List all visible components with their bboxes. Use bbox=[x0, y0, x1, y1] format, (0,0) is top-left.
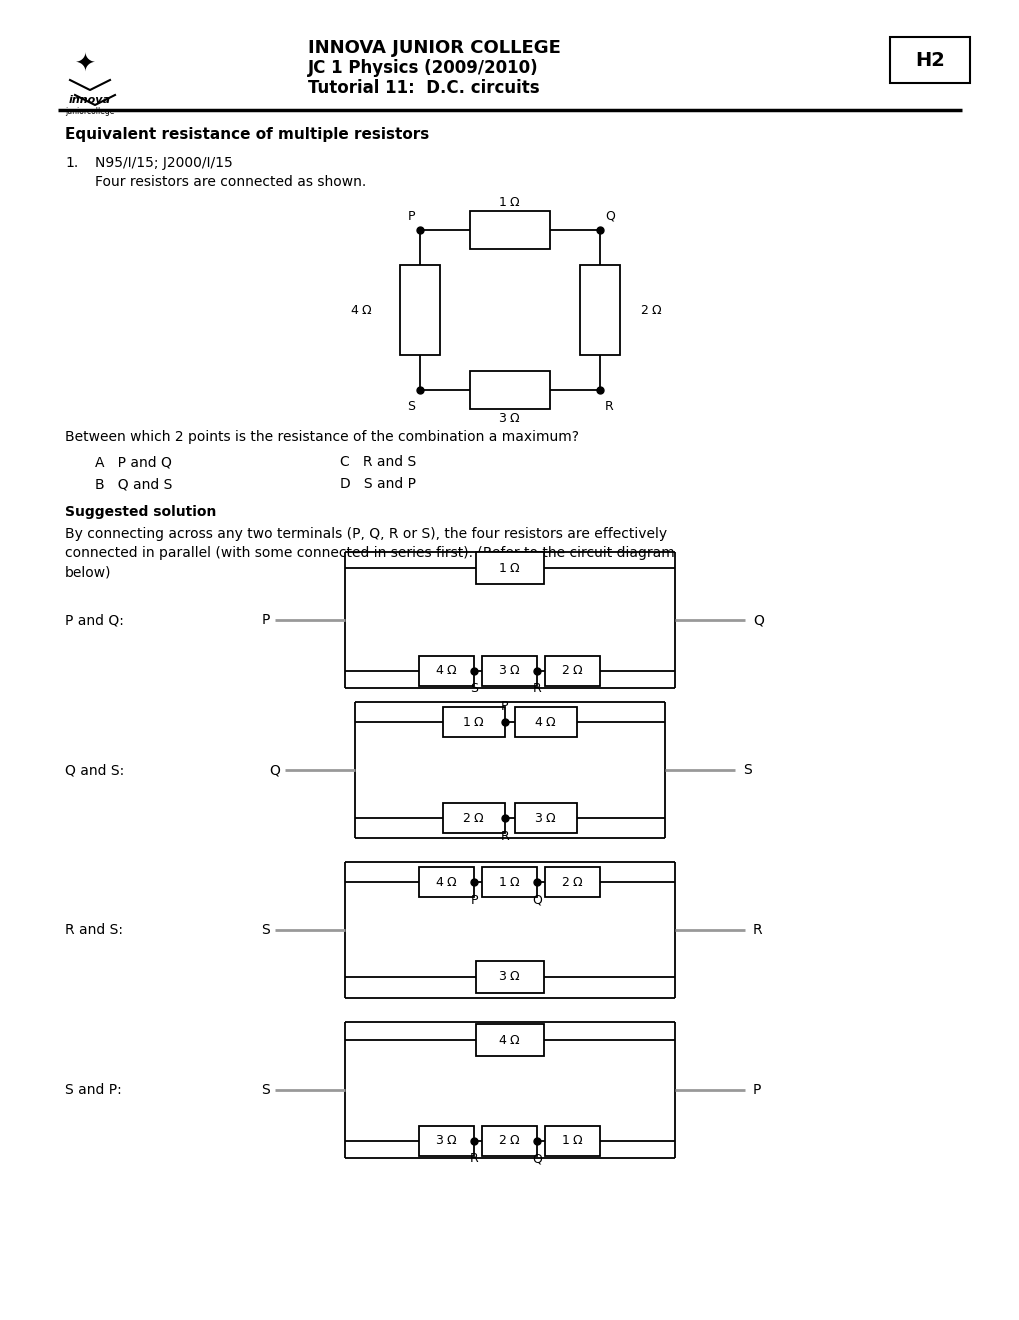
Bar bbox=[545, 1126, 600, 1156]
Text: 3 $\Omega$: 3 $\Omega$ bbox=[534, 812, 557, 825]
Text: Q: Q bbox=[604, 210, 614, 223]
Bar bbox=[399, 265, 439, 355]
Text: R: R bbox=[500, 829, 508, 842]
Bar bbox=[476, 552, 543, 583]
Text: Q and S:: Q and S: bbox=[65, 763, 124, 777]
Text: 4 $\Omega$: 4 $\Omega$ bbox=[435, 664, 459, 677]
Text: P: P bbox=[500, 700, 508, 713]
Bar bbox=[545, 656, 600, 686]
Text: S: S bbox=[261, 1082, 270, 1097]
Text: ✦: ✦ bbox=[74, 53, 96, 77]
Text: 3 $\Omega$: 3 $\Omega$ bbox=[498, 664, 521, 677]
Text: JC 1 Physics (2009/2010): JC 1 Physics (2009/2010) bbox=[308, 59, 538, 77]
Bar bbox=[470, 211, 549, 249]
Text: S: S bbox=[261, 923, 270, 937]
Text: Tutorial 11:  D.C. circuits: Tutorial 11: D.C. circuits bbox=[308, 79, 539, 96]
Text: S and P:: S and P: bbox=[65, 1082, 121, 1097]
Text: R: R bbox=[604, 400, 613, 412]
Text: 1 $\Omega$: 1 $\Omega$ bbox=[498, 195, 521, 209]
Text: 3 $\Omega$: 3 $\Omega$ bbox=[435, 1134, 459, 1147]
Text: Suggested solution: Suggested solution bbox=[65, 506, 216, 519]
Bar bbox=[470, 371, 549, 409]
Text: Between which 2 points is the resistance of the combination a maximum?: Between which 2 points is the resistance… bbox=[65, 430, 579, 444]
Bar bbox=[545, 867, 600, 898]
Bar bbox=[476, 1024, 543, 1056]
Text: Equivalent resistance of multiple resistors: Equivalent resistance of multiple resist… bbox=[65, 128, 429, 143]
Text: 4 $\Omega$: 4 $\Omega$ bbox=[351, 304, 373, 317]
Text: S: S bbox=[470, 682, 478, 696]
Text: juniorcollege: juniorcollege bbox=[65, 107, 114, 116]
Text: By connecting across any two terminals (P, Q, R or S), the four resistors are ef: By connecting across any two terminals (… bbox=[65, 527, 666, 541]
Text: H2: H2 bbox=[914, 50, 944, 70]
Text: Q: Q bbox=[752, 612, 763, 627]
Text: 4 $\Omega$: 4 $\Omega$ bbox=[534, 715, 557, 729]
Bar bbox=[515, 708, 577, 737]
Bar bbox=[890, 37, 969, 83]
Bar bbox=[482, 867, 537, 898]
Text: R: R bbox=[752, 923, 762, 937]
Text: R: R bbox=[470, 1152, 478, 1166]
Text: A   P and Q: A P and Q bbox=[95, 455, 172, 469]
Text: Q: Q bbox=[269, 763, 280, 777]
Text: below): below) bbox=[65, 565, 111, 579]
Bar bbox=[482, 656, 537, 686]
Text: Four resistors are connected as shown.: Four resistors are connected as shown. bbox=[95, 176, 366, 189]
Text: INNOVA JUNIOR COLLEGE: INNOVA JUNIOR COLLEGE bbox=[308, 40, 560, 57]
Text: P: P bbox=[752, 1082, 760, 1097]
Text: 1 $\Omega$: 1 $\Omega$ bbox=[498, 561, 521, 574]
Text: 2 $\Omega$: 2 $\Omega$ bbox=[560, 875, 584, 888]
Bar bbox=[442, 708, 504, 737]
Bar bbox=[419, 867, 474, 898]
Text: R: R bbox=[533, 682, 541, 696]
Text: 3 $\Omega$: 3 $\Omega$ bbox=[498, 412, 521, 425]
Text: D   S and P: D S and P bbox=[339, 477, 416, 491]
Text: 4 $\Omega$: 4 $\Omega$ bbox=[498, 1034, 521, 1047]
Text: 3 $\Omega$: 3 $\Omega$ bbox=[498, 970, 521, 983]
Text: S: S bbox=[742, 763, 751, 777]
Text: 1 $\Omega$: 1 $\Omega$ bbox=[462, 715, 485, 729]
Text: 1 $\Omega$: 1 $\Omega$ bbox=[560, 1134, 584, 1147]
Bar bbox=[419, 1126, 474, 1156]
Bar bbox=[419, 656, 474, 686]
Text: P: P bbox=[408, 210, 415, 223]
Text: P: P bbox=[471, 894, 478, 907]
Text: 2 $\Omega$: 2 $\Omega$ bbox=[560, 664, 584, 677]
Text: Q: Q bbox=[532, 894, 542, 907]
Text: B   Q and S: B Q and S bbox=[95, 477, 172, 491]
Text: P: P bbox=[261, 612, 270, 627]
Text: C   R and S: C R and S bbox=[339, 455, 416, 469]
Text: Q: Q bbox=[532, 1152, 542, 1166]
Bar bbox=[482, 1126, 537, 1156]
Text: P and Q:: P and Q: bbox=[65, 612, 123, 627]
Bar bbox=[580, 265, 620, 355]
Text: 4 $\Omega$: 4 $\Omega$ bbox=[435, 875, 459, 888]
Text: S: S bbox=[407, 400, 415, 412]
Text: 1.: 1. bbox=[65, 156, 78, 170]
Text: connected in parallel (with some connected in series first). (Refer to the circu: connected in parallel (with some connect… bbox=[65, 546, 675, 560]
Text: 1 $\Omega$: 1 $\Omega$ bbox=[498, 875, 521, 888]
Text: 2 $\Omega$: 2 $\Omega$ bbox=[498, 1134, 521, 1147]
Bar bbox=[442, 803, 504, 833]
Bar bbox=[476, 961, 543, 993]
Bar bbox=[515, 803, 577, 833]
Text: N95/I/15; J2000/I/15: N95/I/15; J2000/I/15 bbox=[95, 156, 232, 170]
Text: innova: innova bbox=[69, 95, 111, 106]
Text: 2 $\Omega$: 2 $\Omega$ bbox=[462, 812, 485, 825]
Text: 2 $\Omega$: 2 $\Omega$ bbox=[640, 304, 663, 317]
Text: R and S:: R and S: bbox=[65, 923, 123, 937]
